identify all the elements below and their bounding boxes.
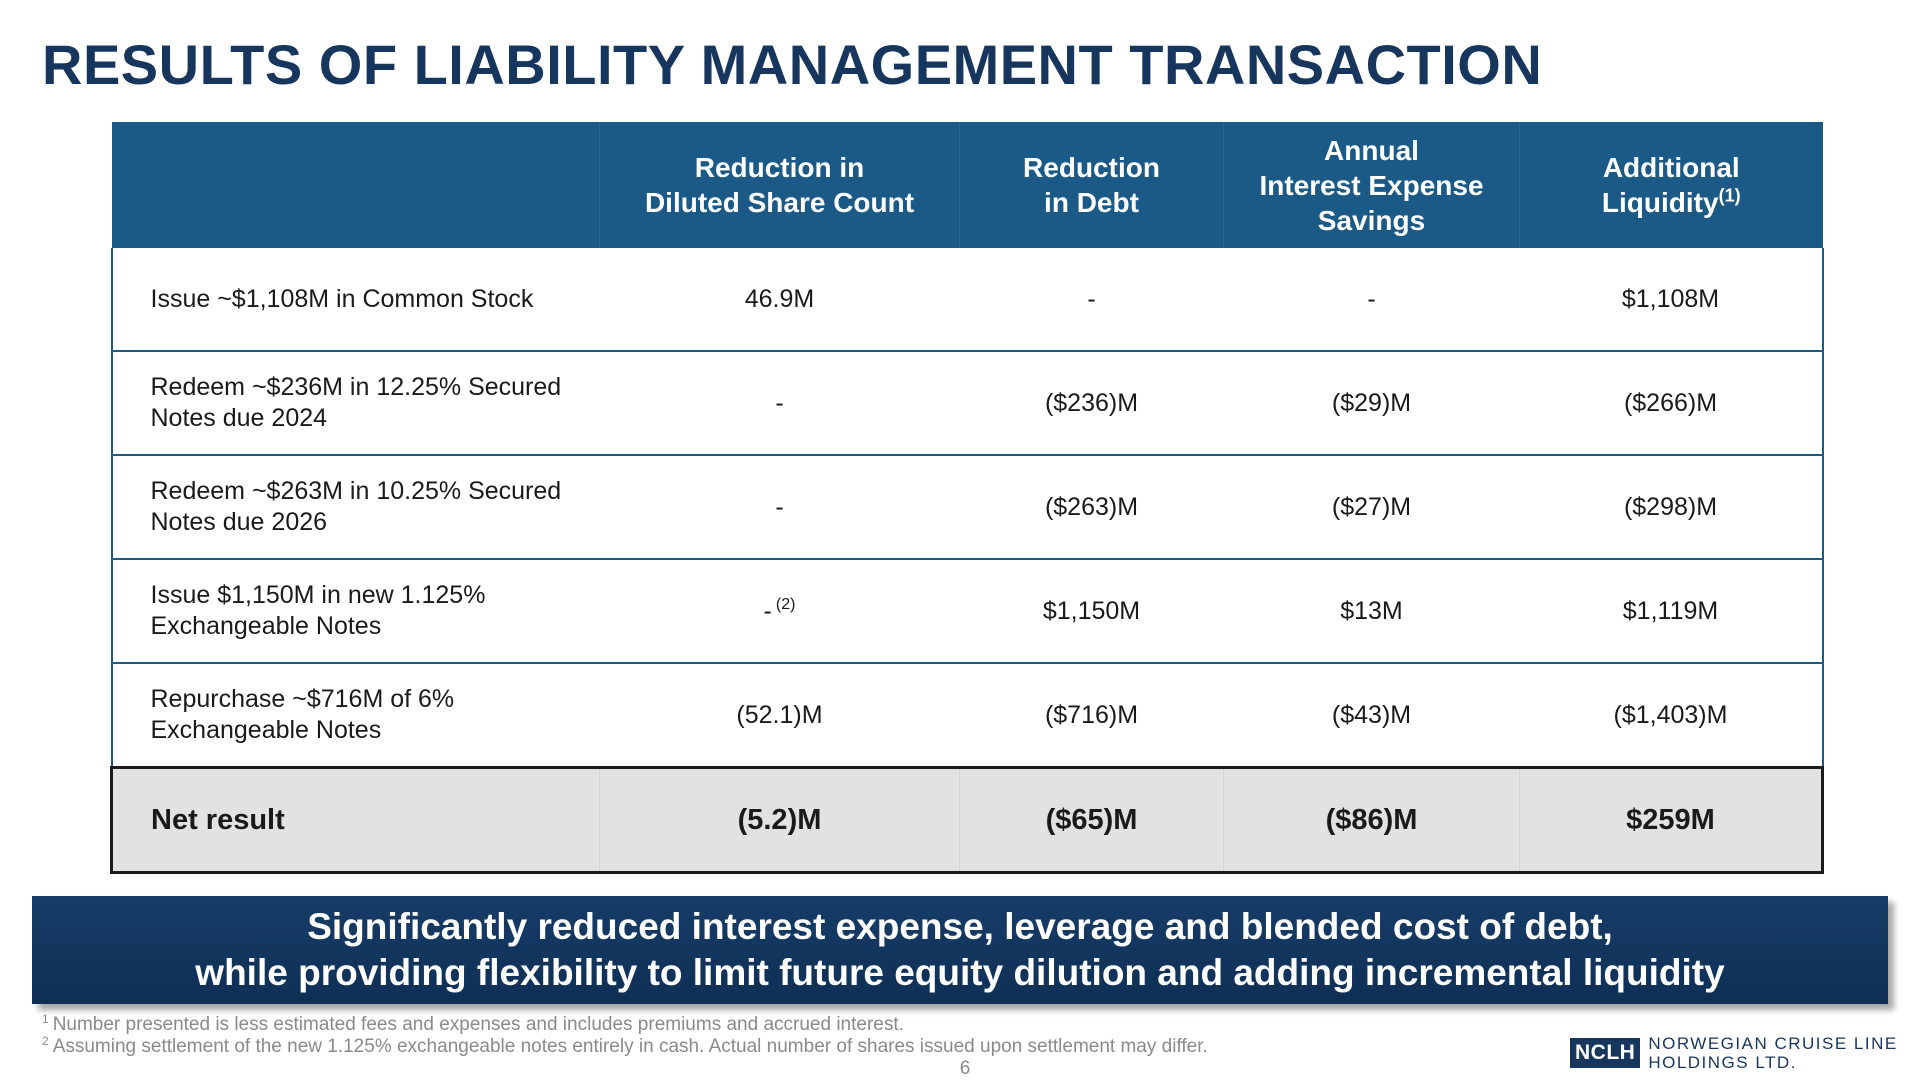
cell-shares: 46.9M [599, 248, 960, 352]
row-label: Redeem ~$263M in 10.25% Secured Notes du… [110, 455, 600, 560]
cell-liquidity: ($1,403)M [1519, 663, 1824, 769]
footnote-1-text: Number presented is less estimated fees … [52, 1014, 904, 1035]
header-liquidity: Additional Liquidity(1) [1519, 122, 1823, 248]
net-shares: (5.2)M [599, 766, 960, 874]
cell-liquidity: ($298)M [1519, 455, 1824, 560]
cell-debt: ($263)M [959, 455, 1224, 560]
table-row: Repurchase ~$716M of 6% Exchangeable Not… [110, 663, 1824, 769]
cell-interest: $13M [1223, 559, 1520, 664]
cell-debt: $1,150M [959, 559, 1224, 664]
footnote-ref-2: (2) [775, 596, 796, 614]
net-interest: ($86)M [1223, 766, 1520, 874]
header-debt: Reduction in Debt [959, 122, 1224, 248]
company-logo: NCLH NORWEGIAN CRUISE LINE HOLDINGS LTD. [1570, 1034, 1898, 1072]
header-liquidity-label: Liquidity [1601, 187, 1719, 218]
footnote-2-text: Assuming settlement of the new 1.125% ex… [52, 1036, 1208, 1057]
net-debt: ($65)M [959, 766, 1224, 874]
cell-shares: - [599, 351, 960, 456]
net-result-row: Net result (5.2)M ($65)M ($86)M $259M [110, 766, 1824, 874]
cell-shares: - [599, 455, 960, 560]
cell-liquidity: $1,119M [1519, 559, 1824, 664]
table-row: Issue ~$1,108M in Common Stock 46.9M - -… [110, 248, 1824, 352]
banner-line-2: while providing flexibility to limit fut… [195, 952, 1725, 993]
banner-line-1: Significantly reduced interest expense, … [307, 906, 1613, 947]
footnotes: 1 Number presented is less estimated fees… [42, 1011, 1208, 1058]
cell-interest: ($43)M [1223, 663, 1520, 769]
logo-line-2: HOLDINGS LTD. [1648, 1053, 1797, 1072]
table-row: Issue $1,150M in new 1.125% Exchangeable… [110, 559, 1824, 664]
cell-liquidity: $1,108M [1519, 248, 1824, 352]
header-share-count: Reduction in Diluted Share Count [599, 122, 960, 248]
cell-liquidity: ($266)M [1519, 351, 1824, 456]
footnote-1-mark: 1 [42, 1011, 49, 1026]
cell-debt: - [959, 248, 1224, 352]
page-title: RESULTS OF LIABILITY MANAGEMENT TRANSACT… [42, 33, 1543, 96]
net-result-label: Net result [110, 766, 600, 874]
cell-shares-value: - [763, 596, 772, 625]
cell-debt: ($716)M [959, 663, 1224, 769]
cell-shares: - (2) [599, 559, 960, 664]
cell-debt: ($236)M [959, 351, 1224, 456]
row-label: Issue ~$1,108M in Common Stock [110, 248, 600, 352]
cell-interest: ($27)M [1223, 455, 1520, 560]
row-label: Redeem ~$236M in 12.25% Secured Notes du… [110, 351, 600, 456]
row-label: Issue $1,150M in new 1.125% Exchangeable… [110, 559, 600, 664]
footnote-ref-1: (1) [1718, 185, 1741, 206]
page-number: 6 [959, 1058, 971, 1079]
row-label: Repurchase ~$716M of 6% Exchangeable Not… [110, 663, 600, 769]
summary-banner: Significantly reduced interest expense, … [32, 896, 1888, 1004]
cell-shares: (52.1)M [599, 663, 960, 769]
table-row: Redeem ~$236M in 12.25% Secured Notes du… [110, 351, 1824, 456]
results-table: Reduction in Diluted Share Count Reducti… [110, 122, 1824, 874]
table-row: Redeem ~$263M in 10.25% Secured Notes du… [110, 455, 1824, 560]
logo-line-1: NORWEGIAN CRUISE LINE [1648, 1034, 1898, 1053]
logo-mark: NCLH [1570, 1038, 1641, 1068]
logo-text: NORWEGIAN CRUISE LINE HOLDINGS LTD. [1648, 1034, 1897, 1072]
header-interest-savings: Annual Interest Expense Savings [1223, 122, 1520, 248]
footnote-1: 1 Number presented is less estimated fees… [42, 1011, 1208, 1036]
footnote-2-mark: 2 [42, 1033, 49, 1048]
net-liquidity: $259M [1519, 766, 1824, 874]
table-header-row: Reduction in Diluted Share Count Reducti… [111, 122, 1823, 248]
footnote-2: 2 Assuming settlement of the new 1.125% e… [42, 1033, 1208, 1058]
header-blank [111, 122, 600, 248]
cell-interest: - [1223, 248, 1520, 352]
cell-interest: ($29)M [1223, 351, 1520, 456]
